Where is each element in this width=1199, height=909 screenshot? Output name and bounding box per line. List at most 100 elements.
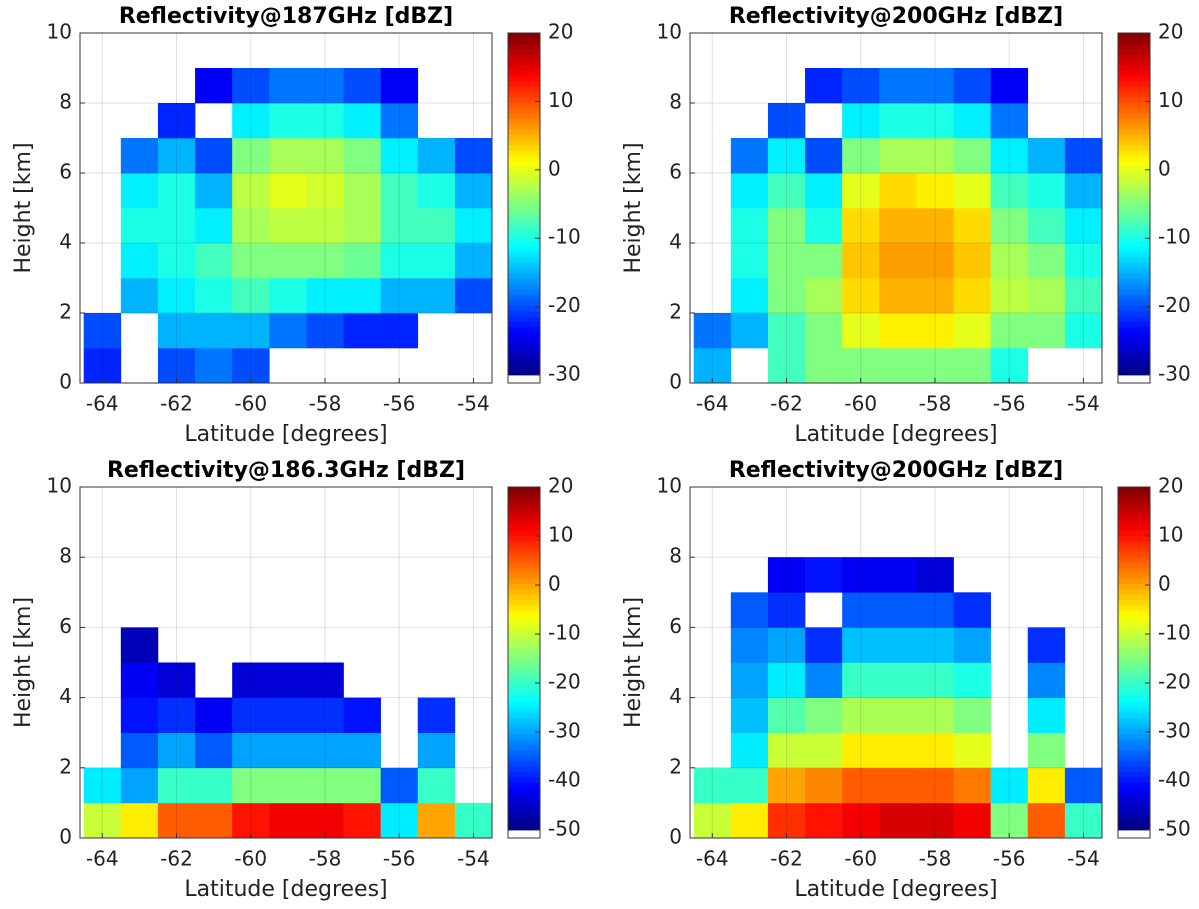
heat-cell: [195, 208, 233, 244]
heat-cell: [454, 173, 493, 209]
heat-cell: [730, 697, 769, 733]
colorbar-swatch: [1118, 679, 1150, 686]
colorbar-swatch: [508, 808, 540, 815]
colorbar-swatch: [1118, 166, 1150, 173]
heat-cell: [195, 313, 233, 349]
heat-cell: [953, 208, 991, 244]
colorbar-swatch: [1118, 38, 1150, 45]
colorbar-swatch: [1118, 738, 1150, 745]
heat-cell: [693, 767, 732, 804]
heat-cell: [767, 313, 806, 349]
colorbar-swatch: [1118, 642, 1150, 649]
heat-cell: [953, 103, 991, 139]
x-tick-label: -58: [919, 847, 952, 871]
colorbar-swatch: [508, 348, 540, 355]
colorbar-swatch: [508, 337, 540, 344]
colorbar-swatch: [1118, 487, 1150, 493]
colorbar-swatch: [1118, 268, 1150, 274]
colorbar-swatch: [1118, 787, 1150, 793]
heat-cell: [693, 313, 732, 349]
heat-cell: [157, 278, 196, 314]
colorbar-swatch: [1118, 155, 1150, 162]
heat-cell: [232, 767, 270, 804]
heat-cell: [343, 732, 381, 769]
colorbar-swatch: [1118, 717, 1150, 724]
colorbar-swatch: [1118, 519, 1150, 525]
heat-cell: [767, 557, 806, 593]
heat-cell: [842, 208, 880, 244]
colorbar-tick-label: 0: [1158, 156, 1171, 180]
heat-cell: [120, 662, 159, 698]
heat-cell: [842, 313, 880, 349]
heat-cell: [454, 278, 493, 314]
heat-cell: [916, 557, 954, 593]
colorbar-swatch: [1118, 771, 1150, 777]
colorbar-swatch: [508, 225, 540, 232]
heat-cell: [842, 697, 880, 733]
colorbar-swatch: [508, 529, 540, 536]
heat-cell: [879, 348, 917, 384]
axes-box: [79, 486, 493, 839]
heat-cell: [842, 243, 880, 279]
colorbar-swatch: [1118, 647, 1150, 654]
colorbar-swatch: [1118, 43, 1150, 50]
heat-cell: [767, 208, 806, 244]
heat-cell: [842, 103, 880, 139]
y-tick-label: 10: [47, 20, 72, 44]
colorbar-swatch: [508, 289, 540, 296]
colorbar-swatch: [1118, 300, 1150, 306]
heat-cell: [916, 173, 954, 209]
heat-cell: [157, 802, 196, 839]
axes-box: [689, 486, 1103, 839]
colorbar-swatch: [1118, 102, 1150, 109]
heat-cell: [380, 802, 419, 839]
colorbar-swatch: [508, 214, 540, 221]
colorbar-swatch: [1118, 722, 1150, 729]
colorbar-swatch: [1118, 706, 1150, 713]
colorbar-swatch: [1118, 65, 1150, 71]
colorbar-swatch: [1118, 49, 1150, 55]
x-tick-label: -54: [457, 847, 490, 871]
heat-cell: [157, 103, 196, 139]
colorbar-swatch: [508, 594, 540, 600]
y-tick-label: 4: [669, 230, 682, 254]
colorbar-swatch: [1118, 220, 1150, 226]
colorbar-swatch: [508, 49, 540, 55]
colorbar-swatch: [1118, 150, 1150, 157]
x-tick-label: -60: [844, 847, 877, 871]
colorbar-swatch: [508, 781, 540, 788]
heat-cell: [879, 208, 917, 244]
heat-cell: [767, 278, 806, 314]
colorbar-swatch: [1118, 353, 1150, 360]
x-axis-label: Latitude [degrees]: [794, 422, 997, 447]
heat-cell: [805, 348, 843, 384]
colorbar-swatch: [1118, 204, 1150, 210]
colorbar-swatch: [1118, 332, 1150, 338]
heat-cell: [417, 173, 456, 209]
heat-cell: [232, 313, 270, 349]
heat-cell: [767, 173, 806, 209]
heat-cell: [990, 243, 1029, 279]
heat-cell: [953, 278, 991, 314]
heat-cell: [879, 243, 917, 279]
colorbar-swatch: [1118, 86, 1150, 93]
heat-cell: [953, 138, 991, 174]
heat-cell: [730, 627, 769, 663]
heat-cell: [343, 243, 381, 279]
colorbar-swatch: [1118, 749, 1150, 756]
colorbar-swatch: [508, 551, 540, 558]
heat-cell: [306, 278, 344, 314]
heat-cell: [879, 173, 917, 209]
colorbar-swatch: [1118, 236, 1150, 242]
y-tick-label: 8: [669, 90, 682, 114]
colorbar-swatch: [1118, 690, 1150, 697]
colorbar-swatch: [508, 642, 540, 649]
x-tick-label: -62: [160, 392, 193, 416]
colorbar-swatch: [1118, 701, 1150, 708]
colorbar-swatch: [1118, 134, 1150, 141]
colorbar-swatch: [508, 59, 540, 66]
y-tick-label: 8: [59, 90, 72, 114]
x-tick-label: -58: [919, 392, 952, 416]
colorbar-swatch: [1118, 326, 1150, 333]
